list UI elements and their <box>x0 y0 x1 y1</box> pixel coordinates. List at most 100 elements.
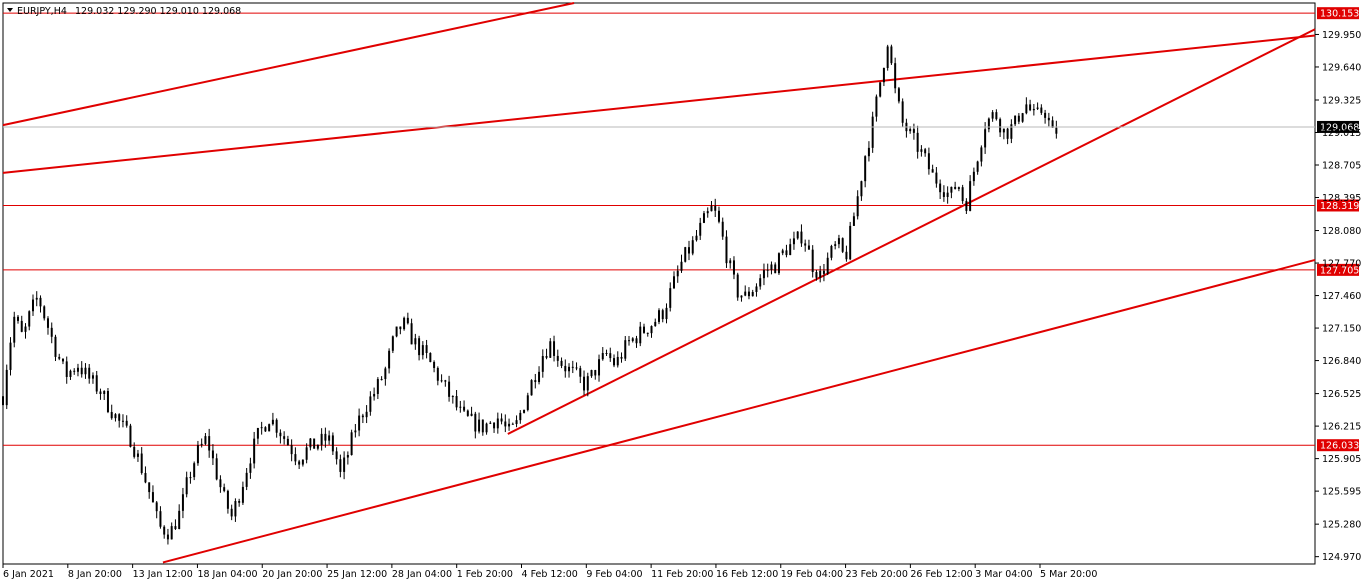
candle-body <box>399 326 402 330</box>
candle-body <box>61 358 64 362</box>
x-tick-label: 16 Feb 12:00 <box>716 569 778 580</box>
candle-body <box>946 192 949 197</box>
candle-body <box>294 454 297 462</box>
candle-body <box>747 291 750 297</box>
candle-body <box>684 247 687 262</box>
x-tick-label: 20 Jan 20:00 <box>262 569 322 580</box>
trendlines <box>2 2 1316 564</box>
candle-body <box>328 435 331 441</box>
candle-body <box>526 395 529 410</box>
candle-body <box>20 320 23 332</box>
candle-body <box>515 420 518 425</box>
candle-body <box>463 406 466 411</box>
candle-body <box>380 379 383 381</box>
candle-body <box>1025 104 1028 114</box>
candle-body <box>200 443 203 446</box>
candle-body <box>46 318 49 328</box>
candle-body <box>811 249 814 273</box>
candle-body <box>549 341 552 358</box>
candle-body <box>496 418 499 429</box>
candle-body <box>193 463 196 478</box>
candle-body <box>350 432 353 456</box>
candle-body <box>174 526 177 530</box>
candle-body <box>800 231 803 244</box>
candle-body <box>459 406 462 408</box>
candle-body <box>916 132 919 152</box>
x-tick-label: 4 Feb 12:00 <box>522 569 578 580</box>
y-tick-label: 127.770 <box>1322 259 1361 270</box>
candle-body <box>110 411 113 419</box>
candle-body <box>335 451 338 460</box>
candle-body <box>103 390 106 395</box>
candle-body <box>31 299 34 312</box>
candle-body <box>631 338 634 341</box>
candle-body <box>1036 107 1039 109</box>
candle-body <box>635 338 638 344</box>
candle-body <box>1010 124 1013 139</box>
candle-body <box>170 526 173 540</box>
candle-body <box>864 156 867 182</box>
candle-body <box>785 250 788 256</box>
candle-body <box>628 340 631 342</box>
candlesticks <box>2 44 1058 545</box>
candle-body <box>1014 115 1017 125</box>
candle-body <box>789 244 792 256</box>
candle-body <box>181 494 184 511</box>
candle-body <box>511 423 514 425</box>
candle-body <box>256 428 259 439</box>
level-label: 126.033 <box>1320 441 1359 452</box>
candle-body <box>478 419 481 432</box>
candle-body <box>316 444 319 449</box>
candle-body <box>920 149 923 152</box>
candle-body <box>545 356 548 358</box>
candle-body <box>91 375 94 379</box>
candle-body <box>358 415 361 431</box>
candle-body <box>849 225 852 260</box>
candle-body <box>538 371 541 383</box>
candle-body <box>643 326 646 333</box>
header-symbol: EURJPY,H4 <box>17 6 67 17</box>
candle-body <box>133 446 136 457</box>
current-price-label: 129.068 <box>1320 122 1359 133</box>
candle-body <box>897 88 900 102</box>
candle-body <box>346 455 349 458</box>
y-axis: 130.153 128.319 127.705 126.033 129.068 129.9… <box>1315 7 1361 563</box>
candle-body <box>88 367 91 379</box>
candle-body <box>987 118 990 130</box>
candle-body <box>583 376 586 391</box>
y-tick-label: 128.705 <box>1322 161 1361 172</box>
candle-body <box>369 396 372 412</box>
candle-body <box>950 186 953 193</box>
dropdown-triangle-icon[interactable] <box>7 8 13 12</box>
y-tick-label: 125.905 <box>1322 454 1361 465</box>
candle-body <box>1040 107 1043 113</box>
candle-body <box>1021 113 1024 122</box>
candle-body <box>766 269 769 271</box>
candle-body <box>286 438 289 446</box>
candle-body <box>568 366 571 372</box>
candle-body <box>24 326 27 332</box>
candle-body <box>912 129 915 133</box>
candle-body <box>448 381 451 397</box>
candle-body <box>1029 104 1032 111</box>
candle-body <box>504 421 507 427</box>
candle-body <box>519 412 522 421</box>
candle-body <box>414 338 417 345</box>
candle-body <box>740 295 743 298</box>
level-label: 128.319 <box>1320 201 1359 212</box>
candle-body <box>114 414 117 419</box>
candle-body <box>665 307 668 320</box>
y-tick-label: 128.080 <box>1322 226 1361 237</box>
y-tick-label: 127.150 <box>1322 324 1361 335</box>
candle-body <box>860 181 863 197</box>
candle-body <box>249 463 252 473</box>
candle-body <box>924 149 927 154</box>
candle-body <box>354 430 357 433</box>
candle-body <box>736 274 739 298</box>
candle-body <box>882 67 885 83</box>
candle-body <box>1006 128 1009 139</box>
candle-body <box>245 472 248 487</box>
candle-body <box>508 423 511 427</box>
header-values: 129.032 129.290 129.010 129.068 <box>75 6 241 17</box>
